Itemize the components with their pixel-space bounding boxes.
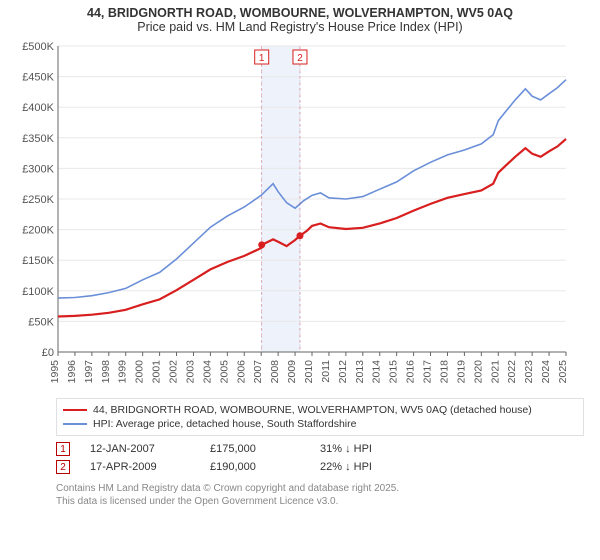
chart-svg: £0 £50K £100K £150K £200K £250K £300K £350K £400… — [12, 40, 572, 390]
legend-swatch — [63, 423, 87, 425]
svg-text:£200K: £200K — [22, 225, 54, 237]
svg-text:2018: 2018 — [438, 360, 450, 384]
series-price_paid — [58, 139, 566, 317]
svg-text:2006: 2006 — [235, 360, 247, 384]
footer-line2: This data is licensed under the Open Gov… — [56, 495, 584, 508]
transaction-price: £175,000 — [210, 443, 320, 455]
svg-text:£150K: £150K — [22, 255, 54, 267]
svg-text:2024: 2024 — [540, 360, 552, 384]
title-address: 44, BRIDGNORTH ROAD, WOMBOURNE, WOLVERHA… — [10, 6, 590, 20]
price-chart: £0 £50K £100K £150K £200K £250K £300K £350K £400… — [12, 40, 584, 390]
svg-text:2009: 2009 — [286, 360, 298, 384]
svg-text:2005: 2005 — [218, 360, 230, 384]
svg-text:£300K: £300K — [22, 163, 54, 175]
svg-text:1996: 1996 — [66, 360, 78, 384]
legend-item: HPI: Average price, detached house, Sout… — [63, 417, 577, 431]
svg-text:2012: 2012 — [337, 360, 349, 384]
svg-text:£0: £0 — [42, 347, 54, 359]
transaction-price: £190,000 — [210, 461, 320, 473]
transaction-marker: 2 — [56, 460, 70, 474]
transaction-date: 17-APR-2009 — [90, 461, 210, 473]
svg-text:2025: 2025 — [557, 360, 569, 384]
svg-text:2019: 2019 — [455, 360, 467, 384]
svg-text:£50K: £50K — [28, 316, 54, 328]
svg-text:£400K: £400K — [22, 102, 54, 114]
svg-text:2013: 2013 — [354, 360, 366, 384]
svg-text:2010: 2010 — [303, 360, 315, 384]
svg-text:2001: 2001 — [151, 360, 163, 384]
transaction-row: 2 17-APR-2009£190,00022% ↓ HPI — [56, 458, 584, 476]
svg-text:2000: 2000 — [134, 360, 146, 384]
svg-text:£100K: £100K — [22, 286, 54, 298]
title-subtitle: Price paid vs. HM Land Registry's House … — [10, 20, 590, 34]
svg-text:£500K: £500K — [22, 41, 54, 53]
svg-text:2020: 2020 — [472, 360, 484, 384]
footer-line1: Contains HM Land Registry data © Crown c… — [56, 482, 584, 495]
transaction-row: 1 12-JAN-2007£175,00031% ↓ HPI — [56, 440, 584, 458]
svg-text:2022: 2022 — [506, 360, 518, 384]
svg-text:1999: 1999 — [117, 360, 129, 384]
svg-text:2007: 2007 — [252, 360, 264, 384]
chart-title: 44, BRIDGNORTH ROAD, WOMBOURNE, WOLVERHA… — [0, 0, 600, 36]
svg-text:2021: 2021 — [489, 360, 501, 384]
svg-text:2002: 2002 — [168, 360, 180, 384]
svg-text:2004: 2004 — [201, 360, 213, 384]
svg-text:2011: 2011 — [320, 360, 332, 383]
legend: 44, BRIDGNORTH ROAD, WOMBOURNE, WOLVERHA… — [56, 398, 584, 436]
transaction-date: 12-JAN-2007 — [90, 443, 210, 455]
svg-text:2016: 2016 — [405, 360, 417, 384]
transaction-table: 1 12-JAN-2007£175,00031% ↓ HPI 2 17-APR-200… — [56, 440, 584, 476]
legend-label: HPI: Average price, detached house, Sout… — [93, 418, 356, 430]
svg-text:2008: 2008 — [269, 360, 281, 384]
svg-text:1997: 1997 — [83, 360, 95, 384]
svg-text:2017: 2017 — [422, 360, 434, 384]
transaction-marker: 1 — [56, 442, 70, 456]
series-hpi — [58, 80, 566, 298]
svg-text:£450K: £450K — [22, 72, 54, 84]
svg-text:2023: 2023 — [523, 360, 535, 384]
svg-text:2014: 2014 — [371, 360, 383, 384]
transaction-diff: 31% ↓ HPI — [320, 443, 440, 455]
svg-text:2015: 2015 — [388, 360, 400, 384]
svg-text:1: 1 — [259, 53, 265, 64]
svg-text:£350K: £350K — [22, 133, 54, 145]
footer-attribution: Contains HM Land Registry data © Crown c… — [56, 482, 584, 508]
legend-item: 44, BRIDGNORTH ROAD, WOMBOURNE, WOLVERHA… — [63, 403, 577, 417]
legend-swatch — [63, 409, 87, 411]
svg-text:2: 2 — [297, 53, 303, 64]
svg-text:1995: 1995 — [49, 360, 61, 384]
transaction-diff: 22% ↓ HPI — [320, 461, 440, 473]
svg-text:£250K: £250K — [22, 194, 54, 206]
legend-label: 44, BRIDGNORTH ROAD, WOMBOURNE, WOLVERHA… — [93, 404, 532, 416]
svg-text:2003: 2003 — [184, 360, 196, 384]
svg-text:1998: 1998 — [100, 360, 112, 384]
